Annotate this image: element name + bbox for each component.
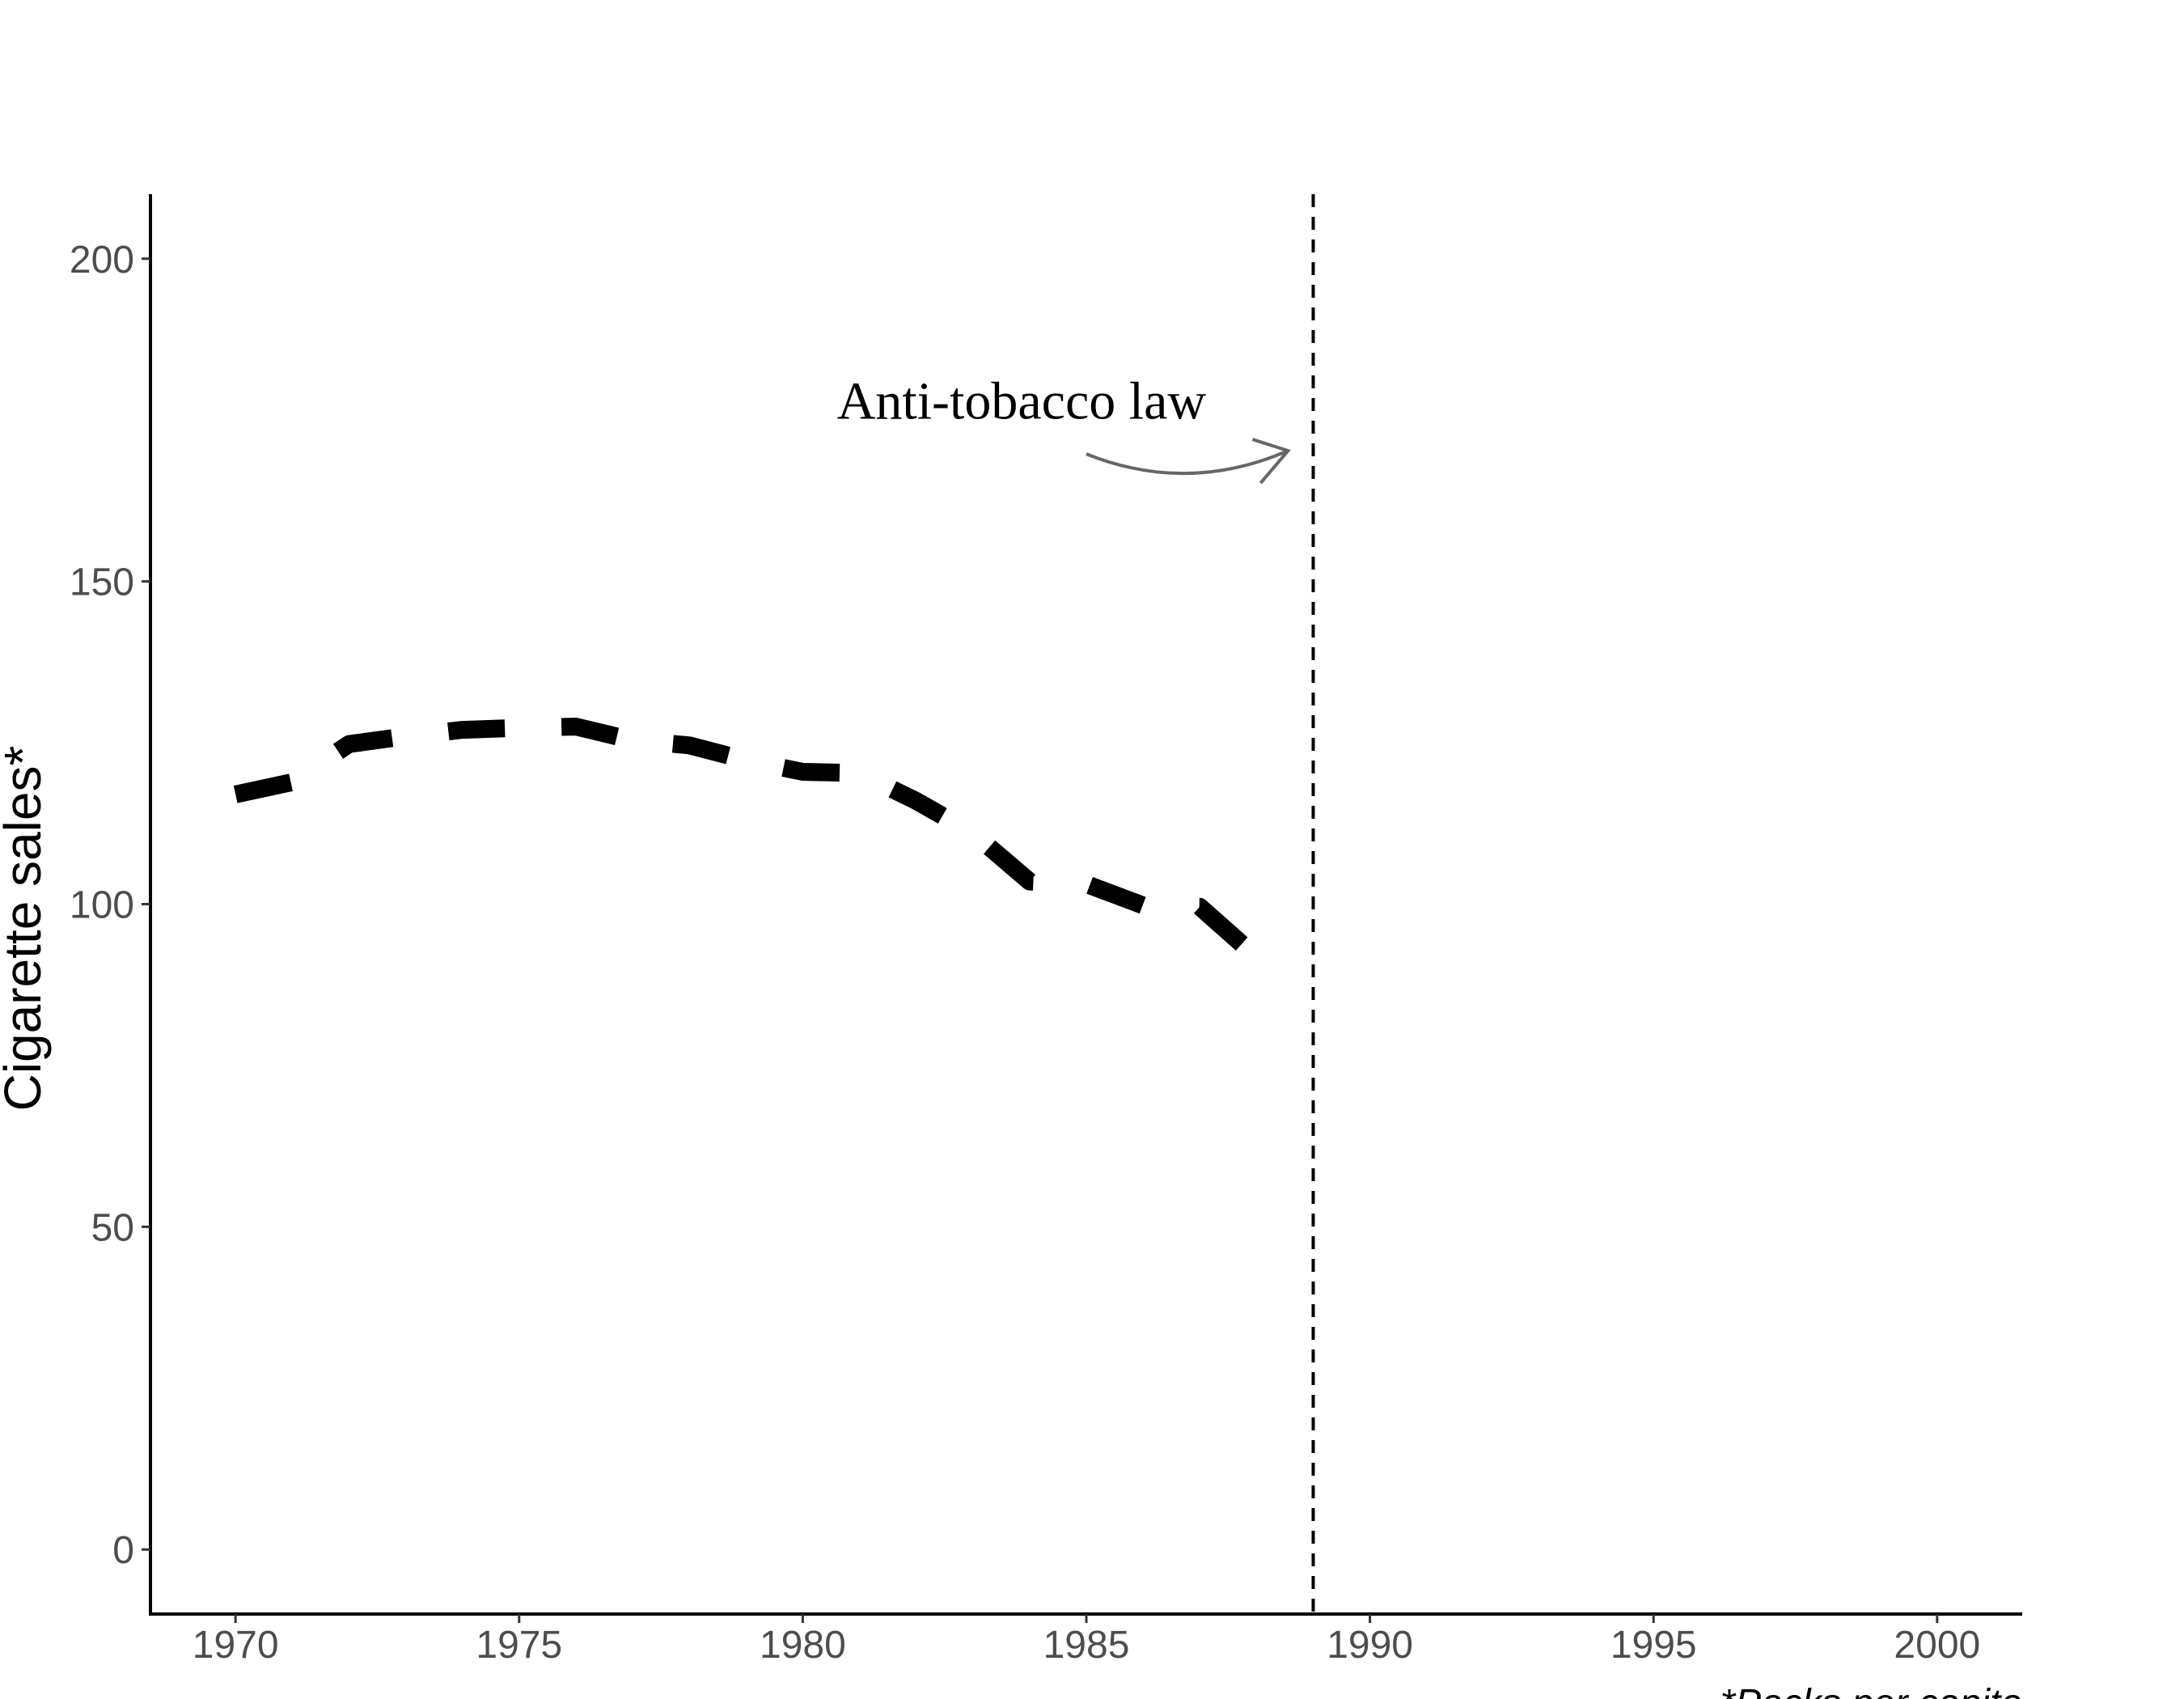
- y-tick-label: 150: [70, 561, 134, 604]
- chart-caption: *Packs per capita: [1720, 1682, 2022, 1699]
- x-tick-label: 1980: [760, 1624, 846, 1667]
- x-tick-label: 1995: [1610, 1624, 1697, 1667]
- y-tick-label: 0: [112, 1529, 134, 1572]
- y-tick-label: 50: [91, 1206, 134, 1249]
- y-tick-label: 100: [70, 884, 134, 927]
- x-tick-label: 1970: [193, 1624, 279, 1667]
- y-tick-label: 200: [70, 239, 134, 282]
- annotation-label: Anti-tobacco law: [837, 371, 1207, 430]
- series-line: [233, 718, 1263, 964]
- y-axis-title: Cigarette sales*: [0, 746, 52, 1112]
- x-tick-label: 2000: [1894, 1624, 1980, 1667]
- x-tick-label: 1990: [1327, 1624, 1413, 1667]
- x-tick-label: 1985: [1043, 1624, 1130, 1667]
- annotation-arrow: [1086, 449, 1289, 476]
- annotation-arrowhead: [1251, 438, 1291, 485]
- x-tick-label: 1975: [476, 1624, 562, 1667]
